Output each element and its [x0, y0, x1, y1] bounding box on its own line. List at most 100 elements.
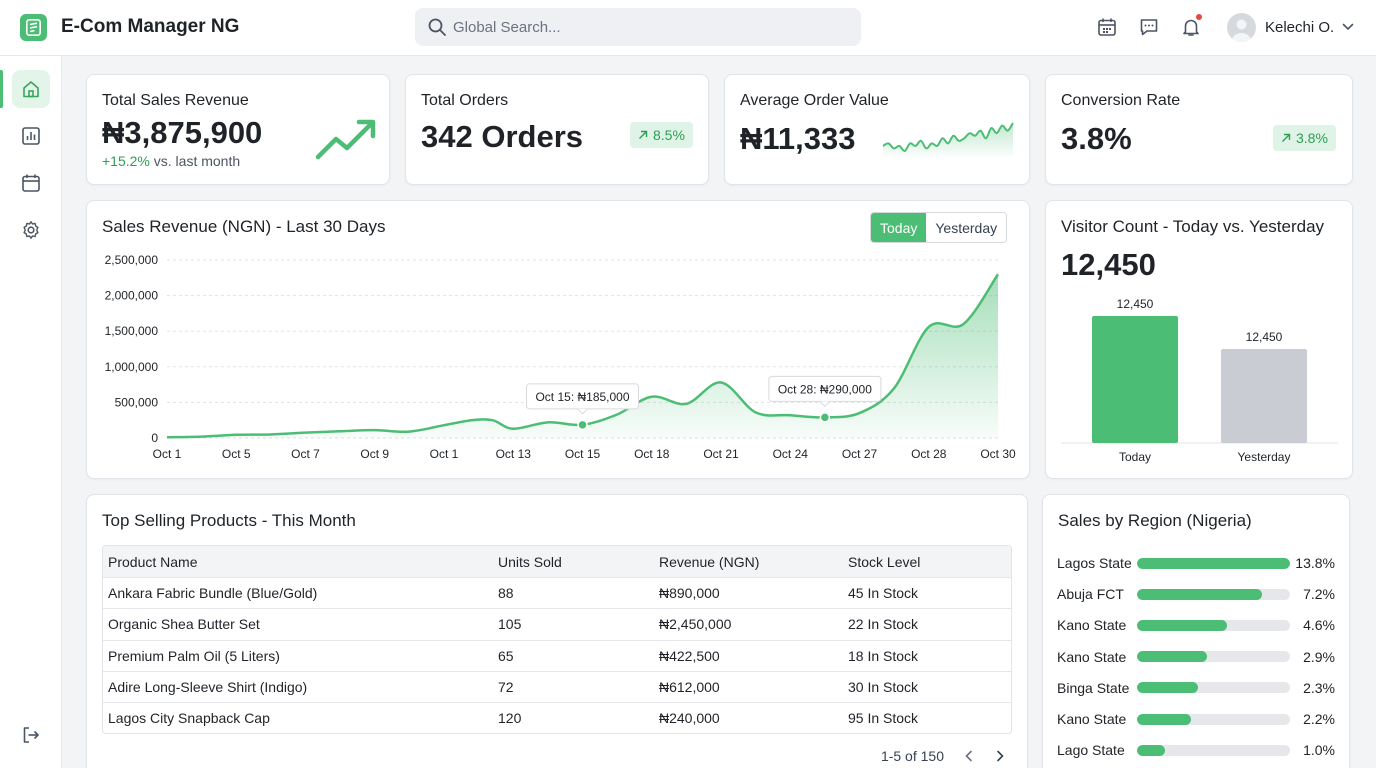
visitor-card: Visitor Count - Today vs. Yesterday 12,4… [1045, 200, 1353, 479]
region-percent: 2.2% [1303, 711, 1335, 727]
region-bar-fill [1137, 682, 1199, 694]
chat-icon[interactable] [1137, 15, 1161, 39]
sidebar-item-analytics[interactable] [12, 117, 50, 155]
tooltip-box [768, 375, 882, 402]
visitor-bar-chart: 12,450 Today 12,450 Yesterday [1061, 297, 1338, 464]
bar [1092, 316, 1178, 443]
sidebar-item-logout[interactable] [12, 716, 50, 754]
table-row[interactable]: Adire Long-Sleeve Shirt (Indigo) 72 ₦612… [103, 670, 1011, 702]
arrow-up-right-icon [1281, 133, 1291, 143]
annotation-point [819, 412, 831, 423]
kpi-card-conversion: Conversion Rate 3.8% 3.8% [1045, 74, 1353, 185]
sales-area-chart: 2,500,000 2,000,000 1,500,000 1,000,000 500,… [105, 253, 1016, 461]
sidebar-item-calendar[interactable] [12, 164, 50, 202]
bar-data-label: 12,450 [1117, 297, 1154, 311]
toggle-today[interactable]: Today [871, 213, 927, 242]
region-bar-track [1137, 619, 1290, 631]
user-name: Kelechi O. [1265, 18, 1335, 36]
y-tick-label: 0 [151, 431, 158, 445]
sidebar-item-settings[interactable] [12, 211, 50, 249]
trend-badge: 8.5% [630, 122, 693, 148]
global-search[interactable] [415, 8, 861, 46]
col-header-product[interactable]: Product Name [108, 553, 198, 570]
region-name: Abuja FCT [1057, 586, 1124, 603]
y-tick-label: 1,500,000 [105, 324, 159, 338]
region-percent: 13.8% [1295, 555, 1335, 571]
region-row: Lagos State 13.8% [1057, 553, 1337, 573]
x-tick-label: Oct 21 [703, 447, 739, 461]
table-row[interactable]: Lagos City Snapback Cap 120 ₦240,000 95 … [103, 701, 1011, 733]
y-tick-label: 2,500,000 [105, 253, 159, 267]
x-tick-label: Oct 5 [222, 447, 251, 461]
region-row: Kano State 2.2% [1057, 709, 1337, 729]
home-icon [21, 79, 41, 99]
x-tick-label: Oct 28 [911, 447, 947, 461]
col-header-units[interactable]: Units Sold [498, 553, 562, 570]
trend-up-icon [315, 117, 377, 166]
region-bar-track [1137, 713, 1290, 725]
day-toggle: Today Yesterday [870, 212, 1008, 243]
cell-units: 105 [498, 616, 522, 633]
cell-stock: 30 In Stock [848, 678, 919, 695]
kpi-label: Average Order Value [740, 92, 889, 109]
kpi-change: +15.2% vs. last month [102, 153, 241, 169]
x-tick-label: Oct 7 [291, 447, 320, 461]
bar-category-label: Today [1119, 450, 1151, 464]
avatar [1227, 12, 1256, 42]
search-input[interactable] [453, 8, 853, 46]
x-tick-label: Oct 1 [430, 447, 459, 461]
notification-bell-icon[interactable] [1179, 14, 1203, 39]
products-table: Product Name Units Sold Revenue (NGN) St… [102, 545, 1012, 735]
annotation-point [577, 419, 588, 431]
region-percent: 2.9% [1303, 648, 1335, 665]
cell-revenue: ₦2,450,000 [659, 616, 732, 633]
calendar-icon[interactable] [1095, 15, 1119, 39]
top-products-card: Top Selling Products - This Month Produc… [86, 494, 1028, 768]
kpi-value: ₦11,333 [740, 121, 856, 156]
cell-units: 65 [498, 647, 514, 664]
cell-revenue: ₦240,000 [659, 710, 720, 727]
cell-product: Ankara Fabric Bundle (Blue/Gold) [108, 585, 318, 602]
region-row: Lago State 1.0% [1057, 740, 1337, 760]
region-percent: 7.2% [1303, 586, 1335, 603]
chevron-left-icon[interactable] [958, 745, 980, 767]
search-icon [427, 17, 447, 42]
sales-chart-card: Sales Revenue (NGN) - Last 30 Days Today… [86, 200, 1030, 479]
cell-revenue: ₦890,000 [659, 585, 720, 602]
x-tick-label: Oct 27 [842, 447, 878, 461]
table-row[interactable]: Organic Shea Butter Set 105 ₦2,450,000 2… [103, 608, 1011, 639]
calendar-icon [21, 173, 41, 193]
y-tick-label: 2,000,000 [105, 289, 159, 303]
kpi-value: 342 Orders [421, 119, 583, 154]
col-header-revenue[interactable]: Revenue (NGN) [659, 553, 760, 570]
region-name: Lagos State [1057, 555, 1132, 571]
region-name: Kano State [1057, 711, 1127, 727]
sidebar-item-home[interactable] [12, 70, 50, 108]
toggle-yesterday[interactable]: Yesterday [926, 213, 1007, 242]
aov-sparkline [882, 122, 1014, 157]
cell-product: Premium Palm Oil (5 Liters) [108, 647, 280, 664]
cell-product: Organic Shea Butter Set [108, 616, 260, 633]
sparkline-line [882, 122, 1014, 152]
col-header-stock[interactable]: Stock Level [848, 553, 921, 570]
kpi-label: Total Sales Revenue [102, 92, 249, 109]
region-row: Abuja FCT 7.2% [1057, 584, 1337, 604]
chevron-right-icon[interactable] [989, 745, 1011, 767]
revenue-area [167, 274, 998, 438]
logout-icon [21, 725, 41, 745]
kpi-card-revenue: Total Sales Revenue ₦3,875,900 +15.2% vs… [86, 74, 390, 185]
cell-stock: 22 In Stock [848, 616, 919, 633]
cell-stock: 95 In Stock [848, 710, 919, 727]
kpi-label: Total Orders [421, 92, 509, 109]
table-row[interactable]: Premium Palm Oil (5 Liters) 65 ₦422,500 … [103, 639, 1011, 671]
x-tick-label: Oct 13 [496, 447, 532, 461]
region-bar-fill [1137, 557, 1290, 569]
table-row[interactable]: Ankara Fabric Bundle (Blue/Gold) 88 ₦890… [103, 577, 1011, 608]
regions-title: Sales by Region (Nigeria) [1058, 511, 1252, 530]
top-bar: E-Com Manager NG Kelechi O. [0, 0, 1376, 56]
user-menu[interactable]: Kelechi O. [1227, 11, 1354, 43]
chevron-down-icon [1342, 23, 1354, 31]
sidebar-active-indicator [0, 70, 3, 108]
bar-chart-icon [21, 126, 41, 146]
x-tick-label: Oct 9 [360, 447, 389, 461]
